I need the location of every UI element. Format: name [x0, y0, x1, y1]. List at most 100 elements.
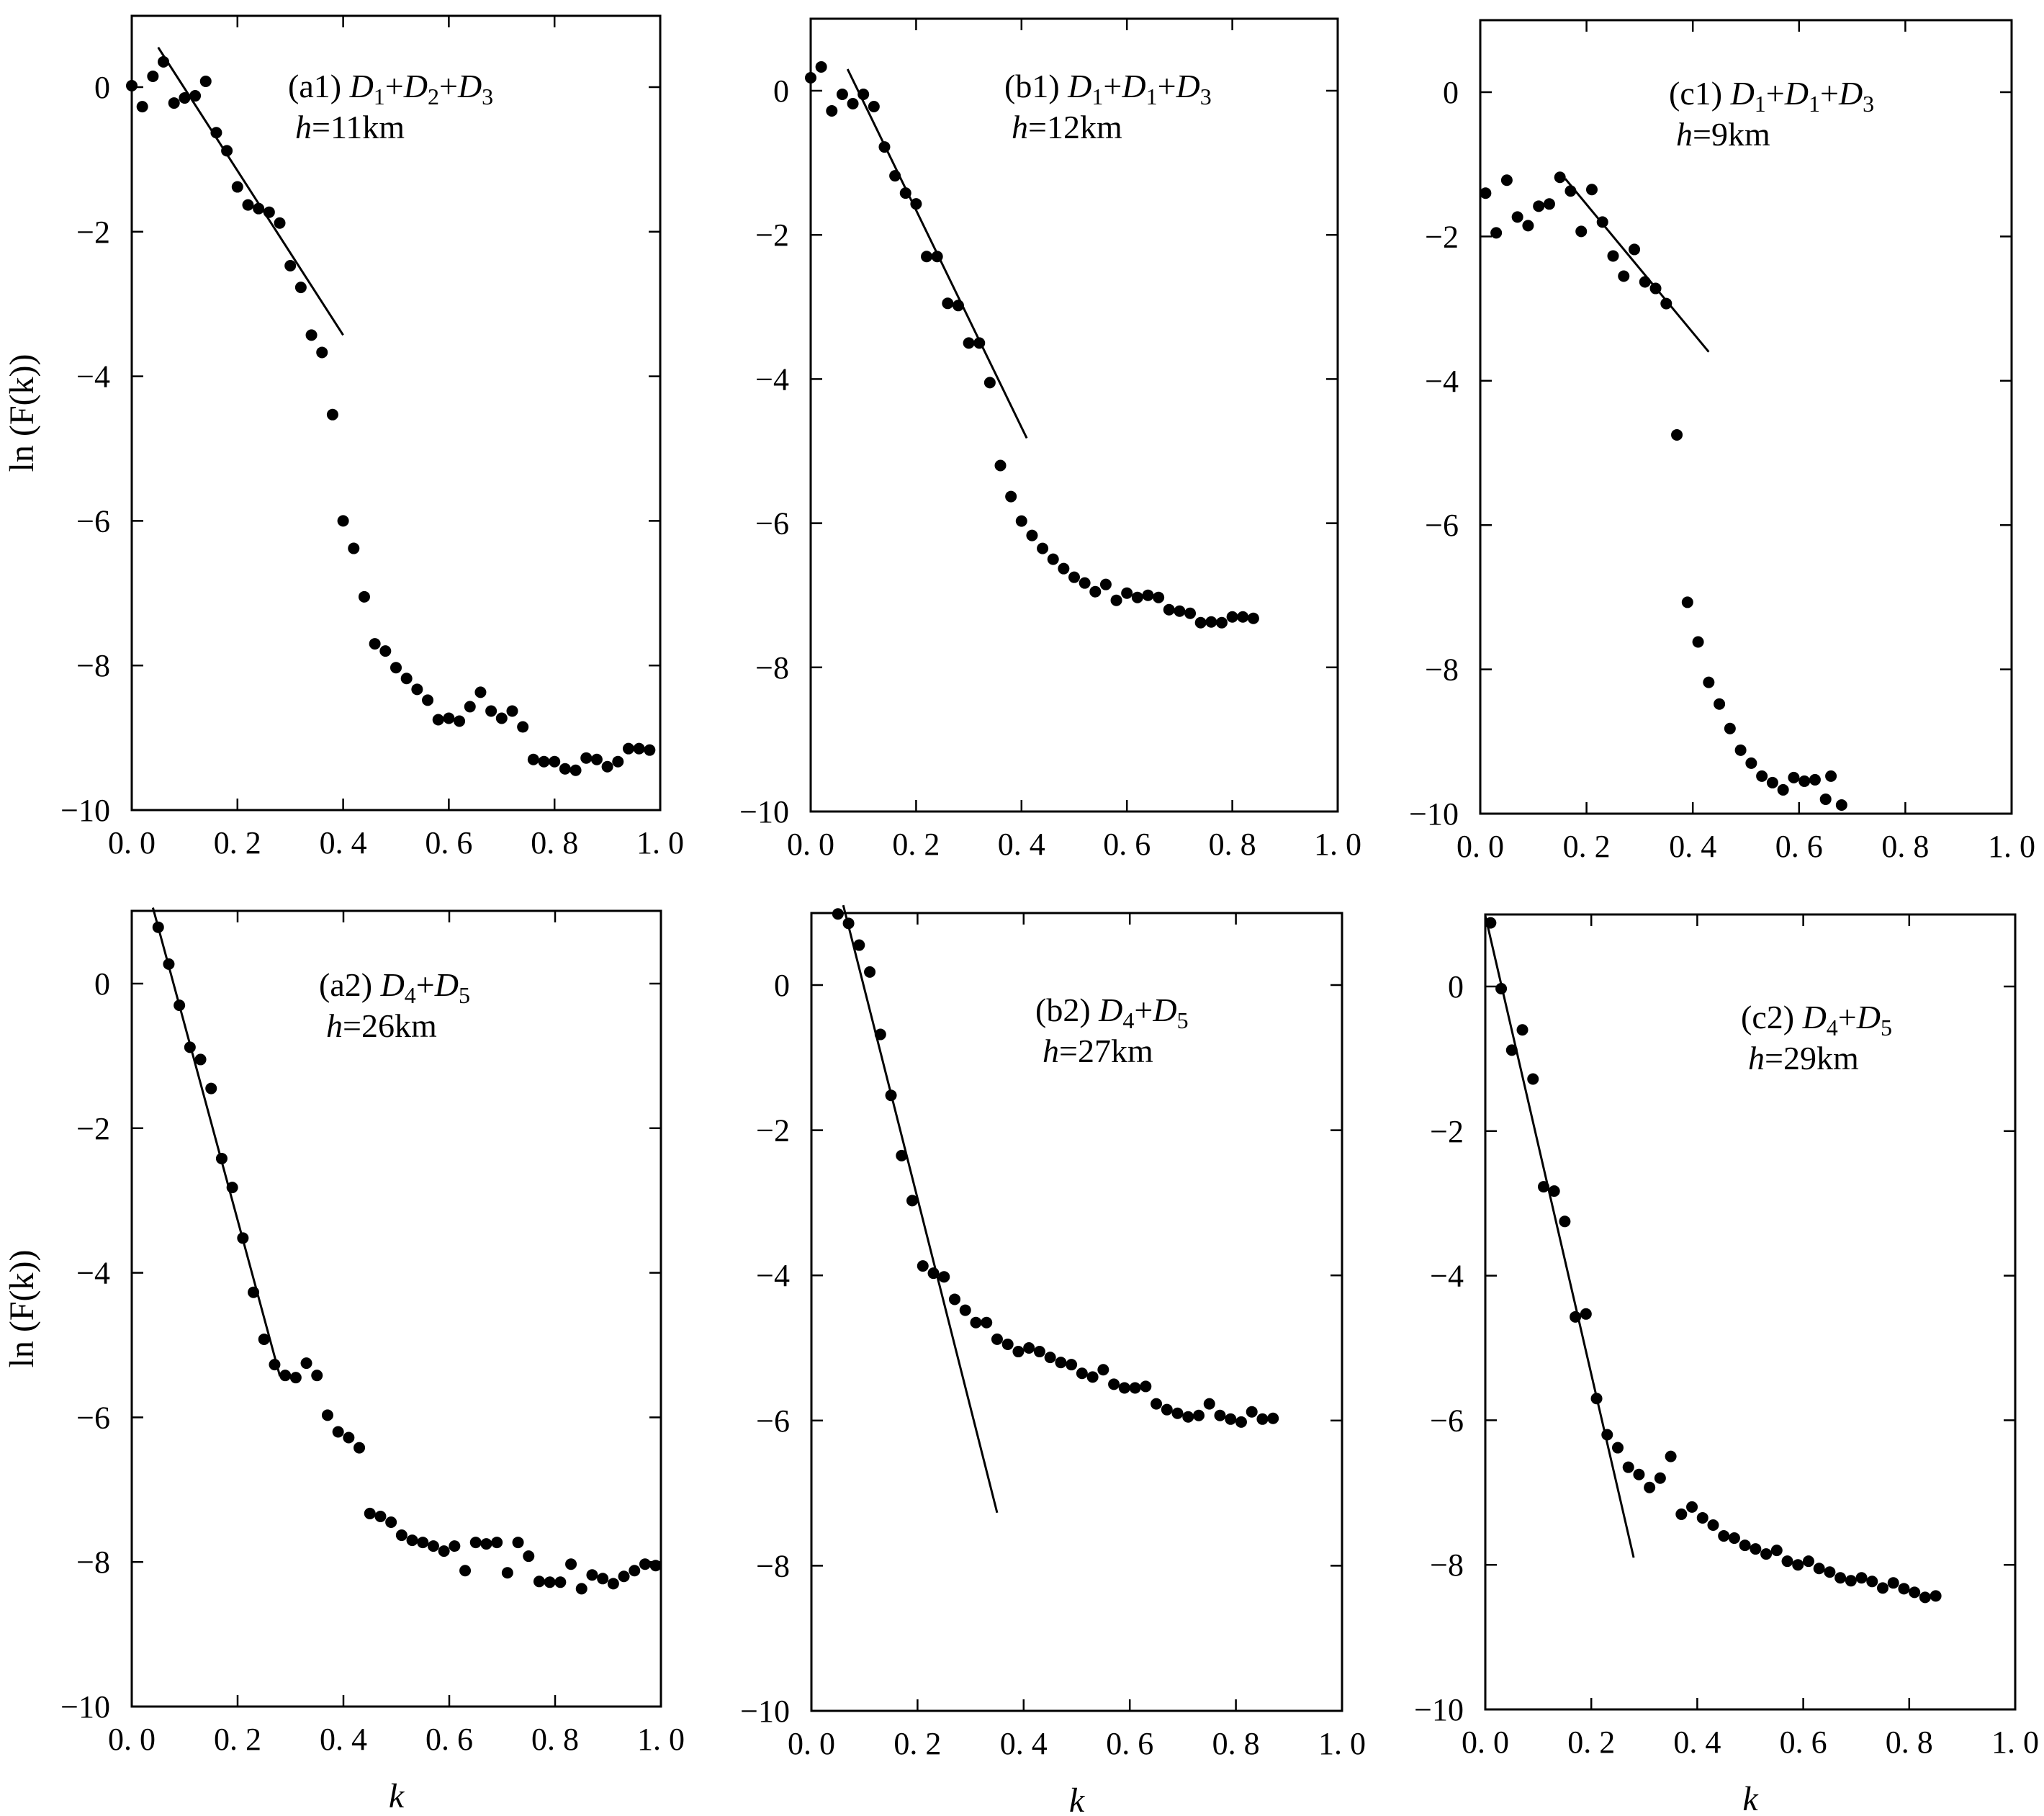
depth-value: =9km [1693, 116, 1770, 153]
data-point [927, 1267, 940, 1280]
term-subscript: 5 [1881, 1015, 1892, 1040]
data-point [163, 958, 175, 970]
data-point [565, 1558, 577, 1570]
data-point [1718, 1530, 1730, 1542]
data-point [1495, 983, 1508, 995]
panel-id: (b1) [1004, 68, 1068, 104]
x-tick-label: 0. 8 [1886, 1725, 1933, 1760]
data-point [400, 673, 413, 685]
x-tick-label: 0. 4 [998, 827, 1045, 862]
y-tick-label: −10 [1414, 1692, 1464, 1727]
plus-sign: + [439, 68, 458, 104]
data-point [649, 1560, 662, 1572]
data-point [899, 187, 911, 199]
data-point [1570, 1311, 1582, 1323]
data-point [1845, 1575, 1857, 1587]
data-point [158, 55, 170, 68]
term-letter: D [1784, 75, 1809, 112]
data-point [364, 1507, 376, 1519]
x-tick-label: 0. 0 [788, 1726, 835, 1761]
term-letter: D [1802, 999, 1827, 1035]
data-point [921, 251, 933, 263]
data-point [491, 1537, 503, 1549]
data-point [1777, 783, 1789, 796]
data-point [1802, 1555, 1814, 1568]
data-point [443, 712, 455, 724]
data-point [1834, 1572, 1847, 1584]
term-subscript: 3 [1200, 84, 1212, 109]
data-point [1696, 1511, 1708, 1524]
data-point [889, 170, 901, 182]
x-tick-label: 0. 0 [108, 825, 156, 860]
data-point [1033, 1346, 1045, 1358]
data-point [554, 1576, 567, 1588]
data-point [805, 71, 816, 84]
y-tick-label: −2 [755, 217, 789, 253]
data-point [1745, 757, 1757, 769]
x-axis-label: k [389, 1777, 405, 1815]
data-point [633, 742, 645, 755]
data-point [896, 1149, 908, 1161]
data-point [438, 1545, 450, 1557]
data-point [1770, 1545, 1783, 1557]
data-point [1855, 1572, 1868, 1584]
plot-frame [1479, 19, 2013, 815]
x-tick-label: 1. 0 [637, 1722, 685, 1757]
data-point [269, 1359, 281, 1371]
data-point [501, 1567, 513, 1579]
y-tick-label: 0 [1448, 969, 1464, 1004]
data-point [1644, 1481, 1656, 1493]
data-point [1247, 612, 1259, 624]
data-point [1734, 744, 1747, 756]
x-tick-label: 0. 2 [892, 827, 940, 862]
depth-annotation: h=26km [326, 1007, 437, 1044]
plus-sign: + [416, 966, 435, 1003]
data-point [868, 101, 880, 113]
x-tick-label: 0. 4 [1669, 829, 1716, 864]
y-tick-label: −10 [60, 1689, 110, 1725]
data-point [332, 1426, 344, 1438]
data-point [1485, 917, 1497, 929]
data-point [1023, 1342, 1035, 1354]
data-point [231, 181, 243, 193]
data-point [1068, 571, 1080, 583]
data-point [994, 459, 1007, 472]
data-point [1809, 773, 1821, 786]
data-point [1686, 1501, 1698, 1513]
data-point [601, 760, 613, 773]
data-point [417, 1537, 429, 1549]
term-subscript: 1 [374, 84, 385, 109]
y-tick-label: 0 [774, 968, 790, 1003]
data-point [1660, 297, 1672, 310]
data-point [226, 1182, 238, 1194]
data-point [533, 1575, 545, 1588]
data-point [981, 1316, 993, 1329]
data-point [1005, 490, 1017, 503]
data-point [1203, 1398, 1215, 1410]
data-point [358, 590, 370, 603]
y-tick-label: 0 [773, 73, 789, 109]
term-letter: D [1856, 999, 1881, 1035]
data-point [1511, 211, 1523, 223]
data-point [1788, 771, 1800, 783]
depth-value: =12km [1028, 109, 1122, 145]
data-point [1015, 515, 1027, 527]
data-point [1237, 611, 1249, 623]
depth-value: =11km [312, 109, 405, 145]
data-point [586, 1569, 598, 1581]
data-point [321, 1409, 333, 1421]
data-point [1877, 1582, 1888, 1594]
panel-c1: 0. 0 0. 2 0. 4 0. 6 0. 8 1. 0 0 −2 −4 −6 −8 −10 (c1)… [1409, 19, 2035, 864]
data-point [938, 1271, 950, 1283]
data-point [348, 542, 360, 554]
panel-a1: 0. 0 0. 2 0. 4 0. 6 0. 8 1. 0 0 −2 −4 −6 −8 −10 ln (… [3, 14, 684, 860]
term-letter: D [1152, 992, 1176, 1028]
data-point [1066, 1359, 1078, 1371]
term-subscript: 4 [1827, 1015, 1838, 1040]
y-tick-label: −10 [1409, 796, 1459, 832]
y-tick-label: −8 [76, 648, 110, 683]
y-tick-label: −8 [756, 1548, 790, 1583]
data-point [343, 1431, 355, 1444]
data-point [1612, 1442, 1624, 1454]
data-point [1543, 198, 1555, 210]
